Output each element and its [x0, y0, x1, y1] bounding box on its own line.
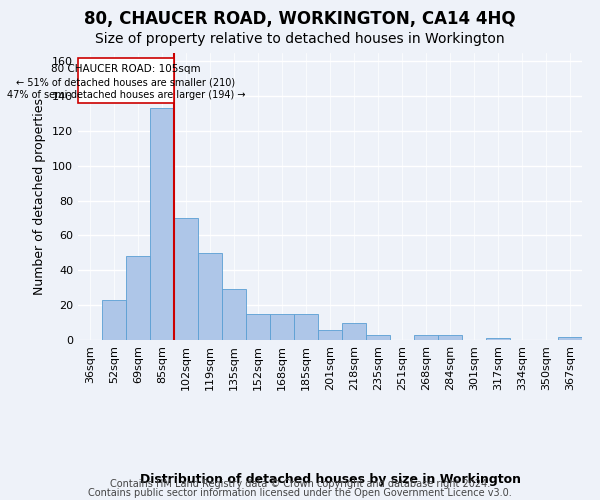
Text: Contains HM Land Registry data © Crown copyright and database right 2024.: Contains HM Land Registry data © Crown c… — [110, 479, 490, 489]
Y-axis label: Number of detached properties: Number of detached properties — [34, 98, 46, 294]
Bar — [222, 290, 246, 340]
Bar — [126, 256, 150, 340]
Bar — [270, 314, 294, 340]
Bar — [558, 336, 582, 340]
Bar — [102, 300, 126, 340]
Text: Contains public sector information licensed under the Open Government Licence v3: Contains public sector information licen… — [88, 488, 512, 498]
X-axis label: Distribution of detached houses by size in Workington: Distribution of detached houses by size … — [139, 474, 521, 486]
Bar — [150, 108, 174, 340]
Bar — [366, 335, 390, 340]
Bar — [342, 322, 366, 340]
Text: ← 51% of detached houses are smaller (210): ← 51% of detached houses are smaller (21… — [16, 78, 236, 88]
Bar — [414, 335, 438, 340]
Text: Size of property relative to detached houses in Workington: Size of property relative to detached ho… — [95, 32, 505, 46]
Bar — [198, 253, 222, 340]
FancyBboxPatch shape — [78, 58, 174, 103]
Bar — [318, 330, 342, 340]
Bar — [486, 338, 510, 340]
Bar — [294, 314, 318, 340]
Bar — [438, 335, 462, 340]
Text: 47% of semi-detached houses are larger (194) →: 47% of semi-detached houses are larger (… — [7, 90, 245, 100]
Bar — [246, 314, 270, 340]
Bar — [174, 218, 198, 340]
Text: 80, CHAUCER ROAD, WORKINGTON, CA14 4HQ: 80, CHAUCER ROAD, WORKINGTON, CA14 4HQ — [84, 10, 516, 28]
Text: 80 CHAUCER ROAD: 105sqm: 80 CHAUCER ROAD: 105sqm — [51, 64, 201, 74]
